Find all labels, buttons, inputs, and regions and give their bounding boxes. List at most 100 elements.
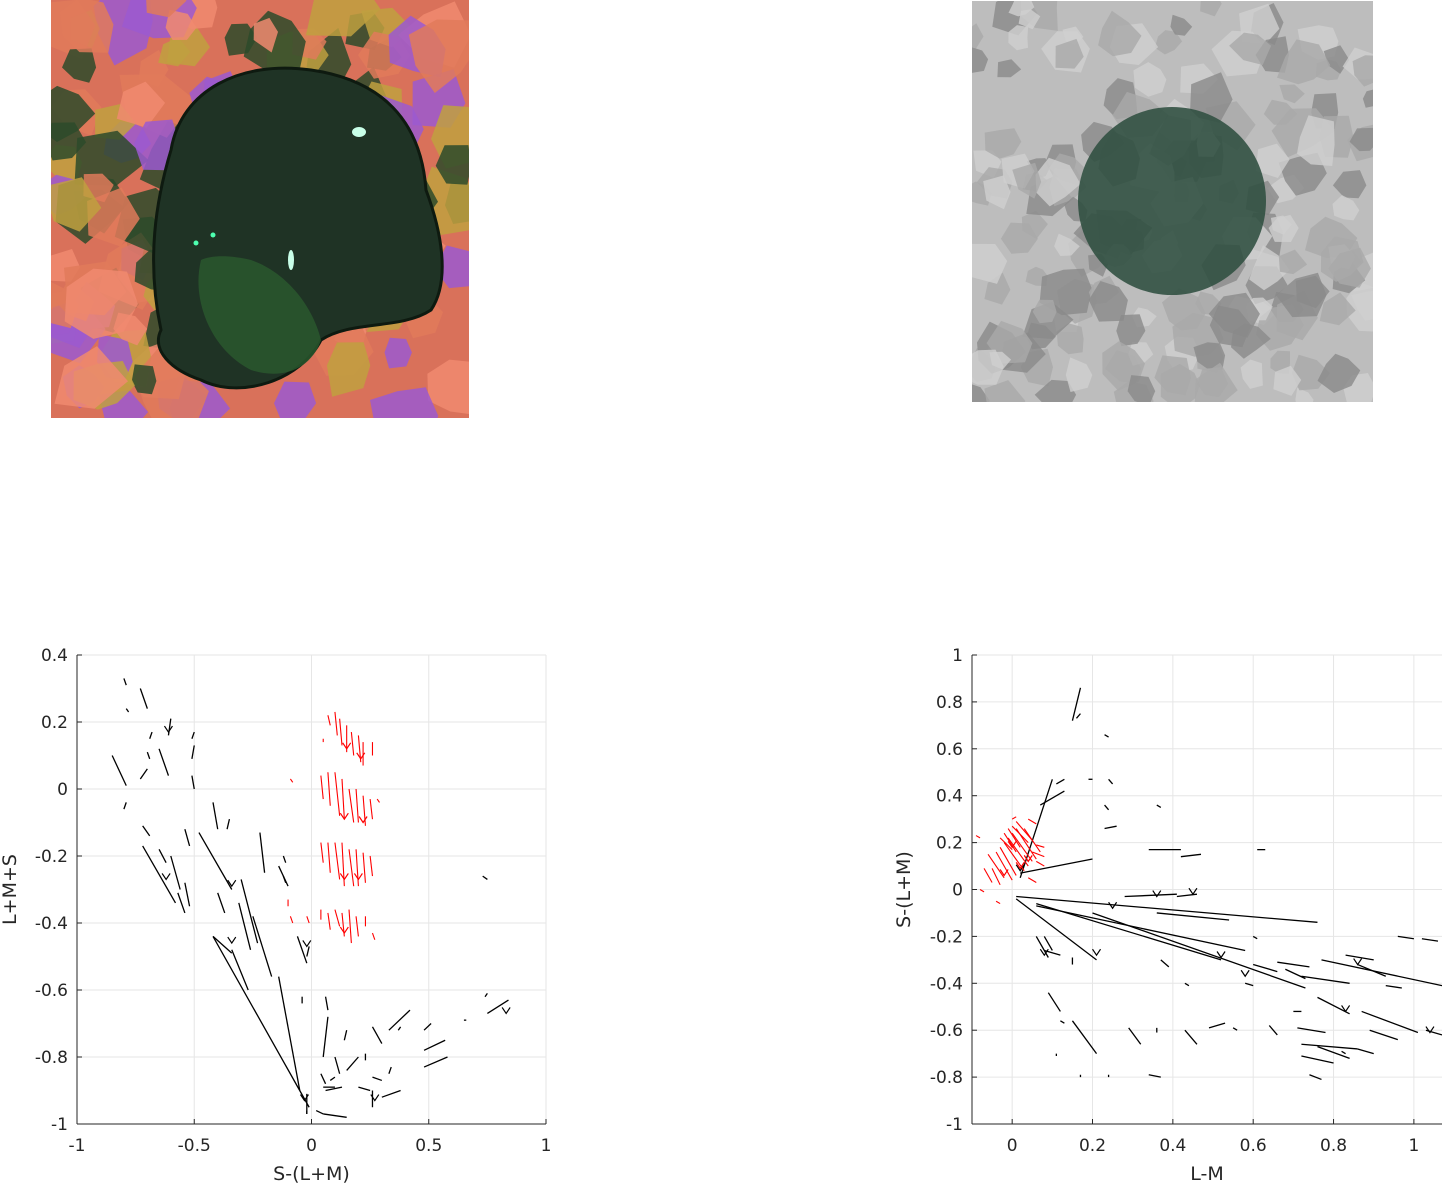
mosaic-cell xyxy=(1127,375,1156,406)
gray-mosaic-svg xyxy=(957,0,1392,425)
mosaic-cell xyxy=(1008,0,1035,17)
black-flow-segment xyxy=(381,1089,401,1098)
y-tick-label: 0 xyxy=(57,780,68,800)
flow-arrowhead xyxy=(227,879,237,888)
y-tick-label: -0.8 xyxy=(35,1048,68,1068)
mosaic-cell xyxy=(983,175,1011,210)
mosaic-cell xyxy=(1273,365,1302,396)
black-flow-segment xyxy=(1160,959,1170,968)
x-axis-label: L-M xyxy=(1190,1163,1224,1185)
red-flow-segment xyxy=(355,916,359,937)
mosaic-cell xyxy=(60,0,114,53)
black-flow-segment xyxy=(306,946,310,957)
black-flow-segment xyxy=(1104,734,1109,738)
red-flow-segment xyxy=(334,711,338,736)
y-tick-label: -0.6 xyxy=(35,981,68,1001)
black-flow-segment xyxy=(388,1066,392,1074)
red-flow-segment xyxy=(362,795,366,826)
flow-arrowhead xyxy=(1216,951,1226,959)
black-flow-segment xyxy=(231,949,249,991)
black-flow-segment xyxy=(198,832,233,890)
mosaic-cell xyxy=(435,145,472,185)
red-flow-segment xyxy=(339,718,343,746)
black-flow-segment xyxy=(1108,778,1114,785)
red-flow-segment xyxy=(327,715,331,726)
specular-dot xyxy=(193,240,199,246)
flow-arrowhead xyxy=(1425,1026,1435,1034)
red-flow-segment xyxy=(1003,832,1017,853)
x-tick-label: 0 xyxy=(306,1136,317,1156)
mosaic-cell xyxy=(1209,305,1252,348)
mosaic-cell xyxy=(253,17,278,53)
red-flow-segment xyxy=(979,889,985,893)
flow-arrowhead xyxy=(1015,862,1025,870)
mosaic-cell xyxy=(113,312,148,346)
black-flow-segment xyxy=(1369,1029,1399,1041)
black-flow-segment xyxy=(1253,963,1278,973)
mosaic-cell xyxy=(1297,115,1335,166)
mosaic-cell xyxy=(1240,359,1263,389)
mosaic-cell xyxy=(1332,195,1360,221)
red-flow-segment xyxy=(999,847,1017,876)
mosaic-cell xyxy=(1193,342,1226,371)
mosaic-cell xyxy=(165,9,197,41)
red-flow-segment xyxy=(1007,837,1029,867)
x-tick-label: 0.6 xyxy=(1240,1136,1267,1156)
black-flow-segment xyxy=(238,902,252,950)
red-flow-segment xyxy=(362,852,366,883)
black-flow-segment xyxy=(278,976,301,1091)
black-flow-segment xyxy=(296,936,308,964)
black-flow-segment xyxy=(1357,1048,1374,1055)
black-flow-segment xyxy=(125,708,130,713)
red-flow-segment xyxy=(320,842,324,863)
black-flow-segment xyxy=(212,802,219,830)
black-flow-segment xyxy=(1301,1055,1334,1064)
mosaic-cell xyxy=(274,381,317,427)
y-tick-label: 0.8 xyxy=(936,693,963,713)
mosaic-cell xyxy=(1062,26,1084,46)
black-flow-segment xyxy=(1148,1074,1161,1078)
red-flow-segment xyxy=(1027,877,1037,883)
y-tick-label: -0.8 xyxy=(930,1068,963,1088)
red-flow-segment xyxy=(1015,828,1037,860)
flow-arrowhead xyxy=(1353,958,1363,966)
black-flow-segment xyxy=(1232,1027,1238,1031)
y-tick-label: 0.2 xyxy=(41,713,68,733)
mosaic-cell xyxy=(1154,30,1183,55)
mosaic-cell xyxy=(1000,222,1038,254)
black-flow-segment xyxy=(184,882,191,907)
flow-arrowhead xyxy=(299,1094,309,1102)
grid-lines xyxy=(971,654,1442,1125)
x-axis-label: S-(L+M) xyxy=(273,1163,350,1185)
black-flow-segment xyxy=(1421,938,1439,942)
black-flow-segment xyxy=(315,1110,324,1115)
black-flow-segment xyxy=(111,755,127,786)
mosaic-cell xyxy=(1035,157,1081,207)
black-flow-segment xyxy=(191,731,195,739)
red-flow-segment xyxy=(1035,860,1045,867)
black-flow-segment xyxy=(142,825,151,837)
red-flow-segment xyxy=(289,778,294,783)
red-flow-segment xyxy=(376,798,380,803)
mosaic-cell xyxy=(984,272,1011,305)
black-flow-segment xyxy=(1047,992,1061,1012)
red-flow-segment xyxy=(1011,816,1017,820)
black-flow-segment xyxy=(1060,1020,1065,1024)
mosaic-cell xyxy=(1200,0,1222,17)
mosaic-cell xyxy=(1170,14,1193,36)
black-flow-segment xyxy=(282,875,287,884)
red-flow-segment xyxy=(348,909,352,944)
mosaic-cell xyxy=(131,364,157,395)
flow-arrowhead xyxy=(501,1007,511,1015)
y-tick-label: 0.4 xyxy=(41,646,68,666)
flow-arrowhead xyxy=(1108,901,1118,910)
black-flow-segment xyxy=(1268,1025,1278,1036)
red-flow-segment xyxy=(995,900,1001,905)
mosaic-cell xyxy=(326,342,371,397)
mosaic-cell xyxy=(1279,84,1305,104)
black-flow-segment xyxy=(1035,936,1049,958)
black-flow-segment xyxy=(158,848,167,864)
red-flow-segment xyxy=(1023,828,1041,853)
black-flow-segment xyxy=(423,1056,448,1068)
black-flow-segment xyxy=(1156,804,1162,808)
